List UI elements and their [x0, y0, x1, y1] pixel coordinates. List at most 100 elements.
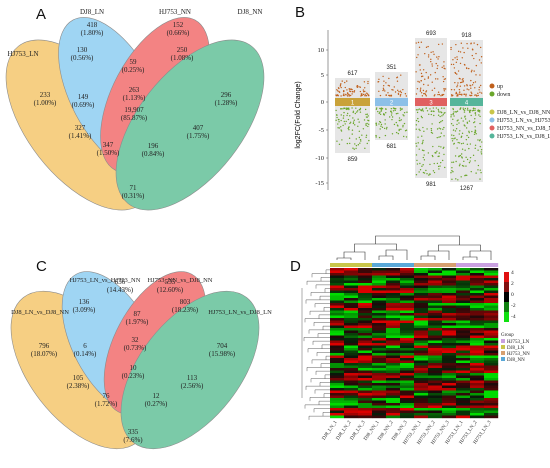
b-down-point [469, 156, 472, 159]
b-down-point [379, 107, 381, 110]
b-down-point [338, 143, 341, 146]
b-down-point [423, 130, 425, 133]
d-heatmap-cell [470, 328, 485, 331]
b-up-point [467, 47, 469, 49]
b-up-point [455, 92, 457, 95]
b-down-point [340, 119, 342, 122]
venn-a-region-pct: (1.13%) [123, 94, 146, 102]
b-down-point [460, 107, 462, 109]
b-up-point [343, 93, 345, 95]
d-heatmap-cell [344, 305, 359, 309]
d-heatmap-cell [400, 340, 415, 344]
d-heatmap-cell [344, 310, 359, 314]
d-heatmap-cell [428, 328, 443, 331]
d-heatmap-cell [470, 325, 485, 329]
d-heatmap-cell [400, 350, 415, 354]
d-heatmap-cell [386, 315, 401, 319]
b-down-point [422, 171, 425, 174]
venn-c-region-count: 704 [217, 342, 228, 350]
b-up-point [459, 81, 462, 84]
d-heatmap-cell [386, 388, 401, 391]
b-down-point [438, 145, 440, 148]
d-heatmap-cell [470, 368, 485, 371]
d-heatmap-cell [442, 408, 457, 411]
b-down-point [340, 130, 343, 132]
b-down-point [419, 162, 421, 165]
b-down-point [438, 111, 440, 113]
d-heatmap-cell [344, 408, 359, 411]
b-down-point [465, 138, 468, 141]
d-heatmap-cell [428, 378, 443, 381]
d-heatmap-cell [442, 270, 457, 274]
d-heatmap-cell [456, 275, 471, 279]
d-heatmap-cell [372, 328, 387, 331]
d-heatmap-cell [344, 295, 359, 299]
b-up-point [346, 89, 348, 91]
b-down-point [399, 107, 402, 109]
b-down-point [398, 129, 400, 132]
d-heatmap-cell [484, 333, 499, 336]
panel-letter-b: B [295, 4, 306, 21]
d-heatmap-cell [470, 340, 485, 344]
b-down-point [428, 113, 430, 115]
d-heatmap-cell [456, 383, 471, 386]
b-up-point [419, 69, 421, 71]
b-down-point [349, 121, 352, 123]
b-up-point [444, 88, 447, 90]
d-heatmap-cell [400, 410, 415, 414]
venn-c-region-pct: (18.07%) [31, 350, 58, 358]
d-heatmap-cell [386, 273, 401, 276]
b-down-point [429, 108, 431, 110]
d-heatmap-cell [470, 293, 485, 296]
d-heatmap-cell [400, 298, 415, 301]
d-heatmap-cell [330, 293, 345, 296]
d-heatmap-cell [372, 370, 387, 374]
b-up-point [382, 89, 384, 92]
d-heatmap-cell [470, 285, 485, 289]
d-heatmap-cell [442, 268, 457, 271]
d-heatmap-cell [484, 350, 499, 354]
b-down-point [468, 109, 470, 112]
d-heatmap-cell [442, 383, 457, 386]
d-heatmap-cell [358, 335, 373, 339]
b-up-point [363, 87, 366, 89]
d-heatmap-cell [442, 385, 457, 389]
d-heatmap-cell [372, 270, 387, 274]
d-heatmap-cell [372, 305, 387, 309]
d-heatmap-cell [400, 383, 415, 386]
b-up-point [382, 75, 384, 78]
d-heatmap-cell [358, 413, 373, 416]
b-down-point [462, 165, 465, 167]
b-down-point [454, 155, 457, 157]
d-heatmap-cell [358, 328, 373, 331]
d-row-dendrogram-branch [313, 322, 330, 327]
b-up-point [340, 83, 342, 85]
b-down-point [360, 140, 362, 142]
b-up-point [418, 46, 421, 49]
d-heatmap-cell [400, 313, 415, 316]
b-up-point [383, 80, 385, 82]
b-up-point [364, 95, 366, 97]
d-scale-label: 0 [511, 292, 514, 298]
d-heatmap-cell [344, 400, 359, 404]
d-heatmap-cell [470, 358, 485, 361]
b-down-point [343, 120, 345, 123]
b-down-point [443, 107, 445, 109]
d-heatmap-cell [442, 320, 457, 324]
b-down-point [468, 161, 471, 164]
b-down-point [473, 131, 476, 133]
d-heatmap-cell [414, 328, 429, 331]
d-heatmap-cell [386, 410, 401, 414]
d-heatmap-cell [428, 353, 443, 356]
d-heatmap-cell [456, 298, 471, 301]
b-up-point [434, 71, 436, 74]
d-heatmap-cell [358, 300, 373, 304]
b-down-point [349, 122, 351, 125]
b-down-point [438, 168, 440, 170]
b-down-point [366, 142, 368, 145]
b-down-point [339, 108, 342, 110]
d-heatmap-cell [358, 310, 373, 314]
b-up-point [480, 62, 482, 64]
d-heatmap-cell [484, 308, 499, 311]
d-heatmap-cell [400, 285, 415, 289]
